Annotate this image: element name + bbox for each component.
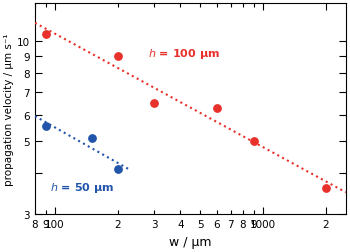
Point [43, 33, 48, 37]
X-axis label: w / μm: w / μm [169, 235, 212, 248]
Point [251, 139, 256, 143]
Text: $\mathit{h}$ = 100 μm: $\mathit{h}$ = 100 μm [148, 47, 220, 61]
Text: $\mathit{h}$ = 50 μm: $\mathit{h}$ = 50 μm [50, 180, 115, 194]
Y-axis label: propagation velocity / μm s⁻¹: propagation velocity / μm s⁻¹ [4, 33, 14, 185]
Point [115, 55, 120, 59]
Point [214, 106, 220, 110]
Point [323, 186, 329, 191]
Point [115, 168, 120, 172]
Point [152, 102, 157, 106]
Point [43, 124, 48, 128]
Point [89, 136, 95, 140]
